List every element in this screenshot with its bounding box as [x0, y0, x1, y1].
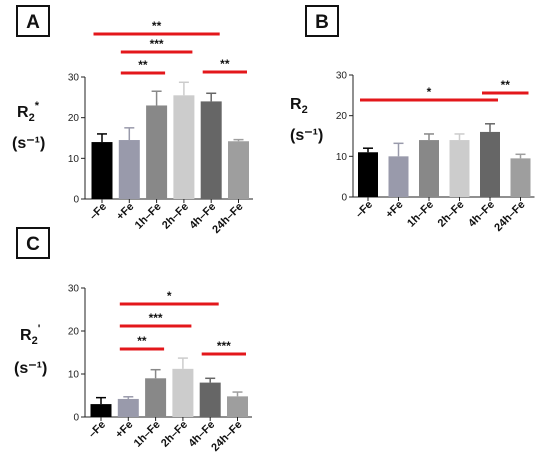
- significance-label-C-3: ***: [217, 339, 231, 353]
- x-tick-label-C-3: 2h–Fe: [159, 419, 190, 450]
- x-tick-label-C-5: 24h–Fe: [209, 419, 244, 454]
- bar-B-3: [449, 140, 470, 197]
- bar-C-1: [117, 398, 139, 417]
- panel-box-B: [305, 5, 339, 37]
- y-tick-label-B-0: 0: [341, 193, 347, 204]
- x-tick-label-B-1: +Fe: [384, 199, 406, 221]
- bar-A-0: [91, 142, 113, 199]
- significance-label-A-0: **: [152, 19, 162, 33]
- y-axis-label-B: R2: [290, 96, 308, 116]
- y-tick-label-C-20: 20: [68, 327, 80, 338]
- bar-B-2: [419, 140, 439, 197]
- bar-B-5: [510, 158, 531, 197]
- panel-letter-A: A: [26, 12, 40, 33]
- y-tick-label-A-30: 30: [68, 73, 80, 84]
- y-axis-label-A: R2*: [17, 100, 40, 124]
- significance-label-C-2: **: [137, 334, 147, 348]
- x-tick-label-B-5: 24h–Fe: [492, 199, 527, 234]
- y-tick-label-C-10: 10: [68, 370, 80, 381]
- y-tick-label-A-0: 0: [73, 195, 79, 206]
- x-tick-label-C-2: 1h–Fe: [132, 419, 163, 450]
- panel-letter-B: B: [315, 12, 329, 33]
- y-tick-label-C-0: 0: [73, 413, 79, 424]
- bar-A-4: [200, 101, 222, 199]
- x-tick-label-B-2: 1h–Fe: [405, 199, 436, 230]
- significance-label-B-0: *: [427, 85, 432, 99]
- bar-C-4: [199, 382, 221, 417]
- significance-label-A-3: **: [220, 57, 230, 71]
- y-tick-label-B-30: 30: [336, 71, 348, 82]
- y-tick-label-C-30: 30: [68, 284, 80, 295]
- x-tick-label-A-0: –Fe: [87, 201, 109, 223]
- y-axis-unit-A: (s⁻¹): [12, 135, 45, 152]
- bar-C-2: [145, 378, 167, 417]
- panel-box-C: [16, 227, 50, 259]
- y-axis-unit-C: (s⁻¹): [14, 360, 47, 377]
- x-tick-label-A-1: +Fe: [114, 201, 136, 223]
- x-tick-label-C-1: +Fe: [113, 419, 135, 441]
- bar-C-5: [227, 396, 248, 417]
- x-tick-label-A-2: 1h–Fe: [133, 201, 164, 232]
- significance-label-A-2: **: [138, 58, 148, 72]
- bar-C-3: [172, 368, 194, 417]
- y-tick-label-A-20: 20: [68, 113, 80, 124]
- y-tick-label-A-10: 10: [68, 154, 80, 165]
- x-tick-label-B-0: –Fe: [353, 199, 375, 221]
- significance-label-C-1: ***: [149, 311, 163, 325]
- panel-box-A: [16, 5, 50, 37]
- x-tick-label-B-3: 2h–Fe: [436, 199, 467, 230]
- significance-label-A-1: ***: [150, 37, 164, 51]
- y-tick-label-B-20: 20: [336, 111, 348, 122]
- panel-letter-C: C: [26, 234, 40, 255]
- y-axis-label-C: R2': [20, 323, 41, 347]
- x-tick-label-A-5: 24h–Fe: [210, 201, 245, 236]
- bar-B-1: [388, 156, 409, 197]
- significance-label-B-1: **: [501, 78, 511, 92]
- bar-A-5: [228, 141, 249, 199]
- bar-B-4: [480, 131, 500, 197]
- bar-B-0: [358, 152, 378, 197]
- bar-A-3: [173, 95, 195, 199]
- y-tick-label-B-10: 10: [336, 152, 348, 163]
- significance-label-C-0: *: [167, 289, 172, 303]
- x-tick-label-C-0: –Fe: [86, 419, 108, 441]
- bar-A-1: [118, 140, 140, 199]
- bar-C-0: [90, 404, 112, 417]
- y-axis-unit-B: (s⁻¹): [290, 127, 323, 144]
- x-tick-label-A-3: 2h–Fe: [160, 201, 191, 232]
- bar-A-2: [146, 105, 168, 199]
